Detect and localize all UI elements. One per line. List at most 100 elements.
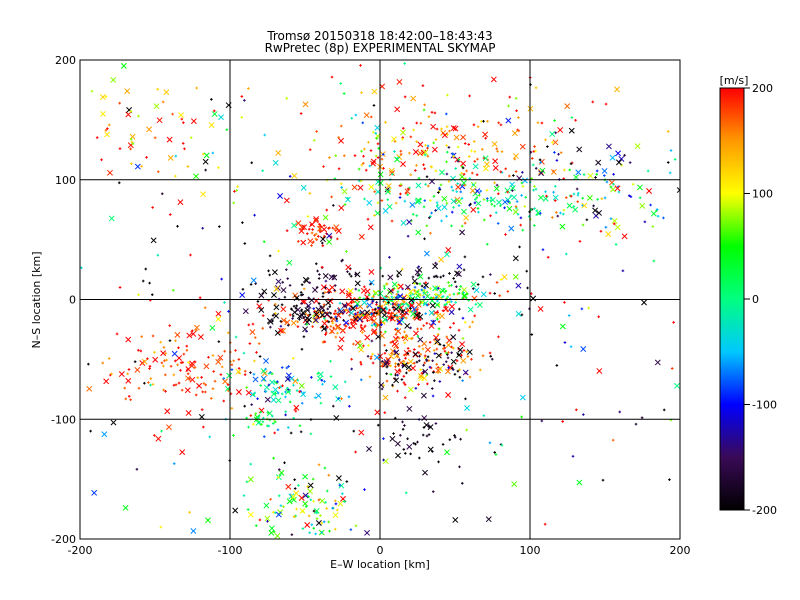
data-point: [194, 393, 198, 397]
data-point: [576, 200, 579, 203]
data-point: [348, 326, 351, 330]
data-point: [493, 451, 497, 454]
data-point: [298, 424, 302, 428]
data-point: [133, 360, 137, 363]
data-point: [350, 357, 353, 361]
data-point: [307, 238, 314, 245]
data-point: [360, 149, 363, 153]
data-point: [117, 181, 121, 185]
data-point: [296, 325, 300, 328]
data-point: [400, 302, 404, 306]
data-point: [447, 179, 451, 183]
data-point: [163, 89, 170, 96]
data-point: [369, 282, 372, 286]
data-point: [398, 358, 401, 362]
data-point: [172, 373, 176, 377]
data-point: [485, 197, 489, 200]
data-point: [673, 382, 680, 389]
data-point: [508, 174, 511, 178]
data-point: [276, 428, 280, 432]
data-point: [535, 209, 539, 212]
data-point: [266, 411, 270, 414]
data-point: [511, 481, 518, 488]
data-point: [473, 201, 477, 205]
data-point: [382, 207, 389, 214]
data-point: [178, 112, 185, 119]
data-point: [179, 369, 182, 372]
data-point: [153, 350, 156, 354]
data-point: [445, 368, 451, 375]
data-point: [339, 288, 346, 295]
data-point: [438, 256, 445, 263]
colorbar-label: [m/s]: [720, 74, 749, 87]
data-point: [358, 340, 362, 344]
data-point: [469, 202, 472, 206]
data-point: [564, 196, 568, 199]
data-point: [332, 312, 336, 316]
data-point: [366, 199, 373, 206]
data-point: [416, 440, 419, 444]
data-point: [374, 330, 378, 334]
data-point: [489, 214, 492, 218]
data-point: [174, 154, 178, 158]
data-point: [301, 224, 308, 231]
data-point: [344, 324, 348, 328]
data-point: [436, 366, 440, 369]
data-point: [291, 317, 294, 320]
data-point: [537, 194, 544, 201]
data-point: [389, 312, 393, 316]
data-point: [470, 149, 473, 153]
data-point: [338, 483, 342, 487]
data-point: [320, 311, 324, 314]
data-point: [456, 159, 460, 163]
data-point: [399, 149, 403, 153]
data-point: [358, 233, 365, 240]
data-point: [310, 523, 314, 526]
data-point: [331, 274, 338, 281]
data-point: [186, 165, 190, 168]
data-point: [327, 291, 331, 294]
data-point: [415, 164, 418, 167]
data-point: [189, 253, 192, 257]
data-point: [292, 304, 296, 308]
data-point: [268, 273, 271, 277]
data-point: [288, 284, 292, 287]
data-point: [519, 216, 523, 220]
data-point: [394, 106, 401, 113]
data-point: [473, 160, 477, 163]
data-point: [325, 489, 329, 493]
data-point: [370, 324, 374, 327]
data-point: [312, 307, 316, 310]
data-point: [498, 294, 501, 297]
data-point: [181, 361, 185, 364]
data-point: [322, 214, 329, 221]
data-point: [323, 380, 326, 383]
data-point: [237, 367, 241, 370]
data-point: [434, 169, 438, 173]
data-point: [168, 213, 172, 216]
data-point: [533, 224, 536, 227]
data-point: [180, 388, 184, 392]
data-point: [546, 255, 550, 259]
data-point: [329, 331, 333, 334]
data-point: [319, 326, 323, 329]
data-point: [413, 285, 417, 289]
data-point: [445, 112, 448, 116]
data-point: [582, 173, 586, 176]
data-point: [340, 495, 346, 502]
data-point: [434, 209, 437, 212]
data-point: [450, 185, 453, 189]
data-point: [300, 283, 304, 287]
data-point: [407, 337, 411, 340]
data-point: [454, 301, 457, 304]
data-point: [315, 517, 319, 520]
data-point: [163, 359, 166, 363]
data-point: [499, 278, 503, 281]
data-point: [325, 208, 329, 212]
data-point: [232, 507, 239, 514]
data-point: [361, 162, 365, 165]
data-point: [166, 136, 173, 143]
data-point: [433, 334, 439, 341]
data-point: [233, 190, 236, 193]
data-point: [287, 365, 290, 368]
